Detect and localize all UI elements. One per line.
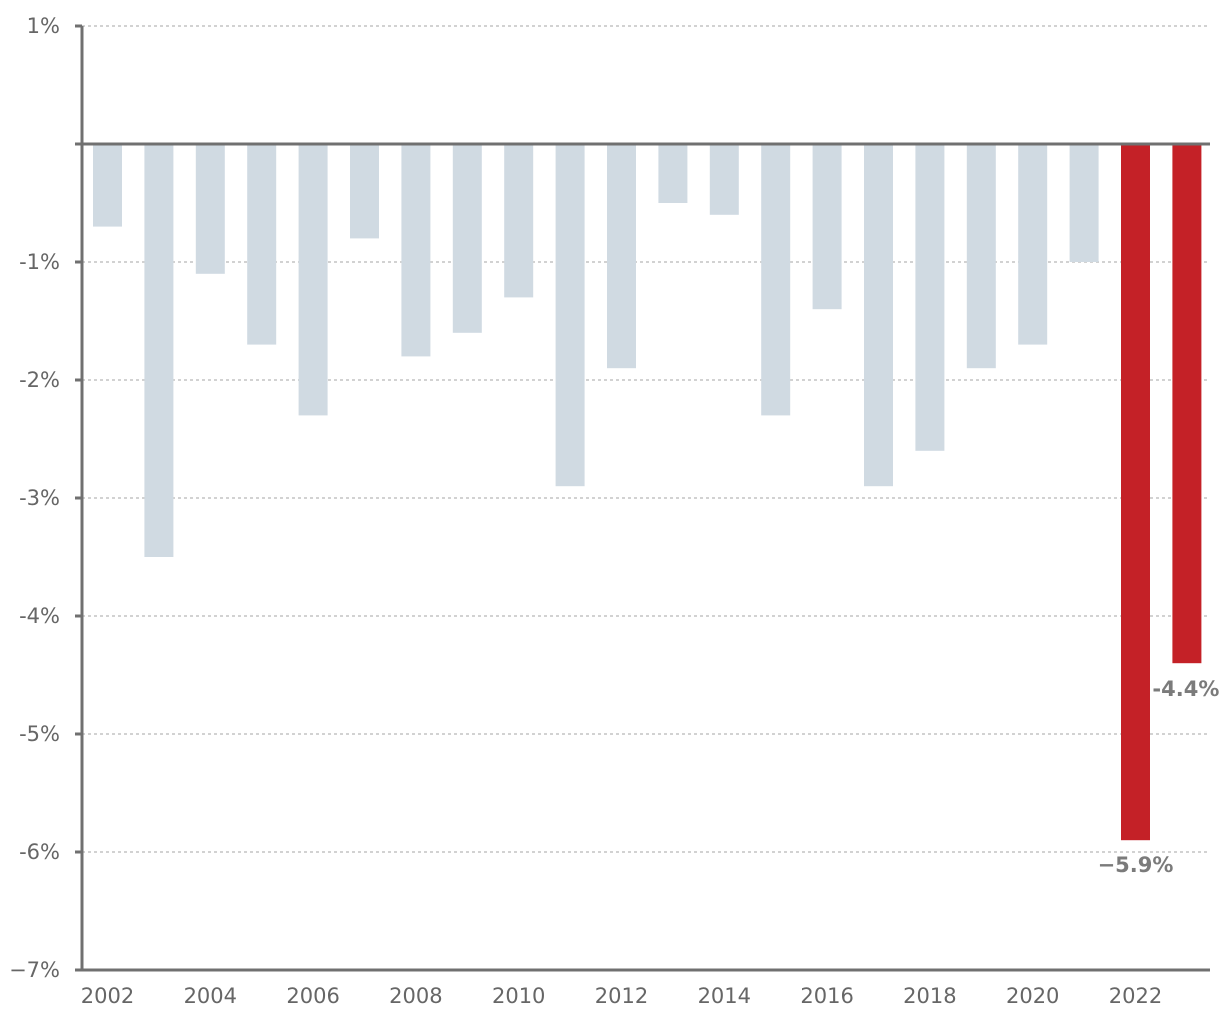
bar-2012 — [607, 144, 636, 369]
y-tick-label: -2% — [19, 368, 60, 392]
bar-2006 — [298, 144, 328, 416]
y-tick-label: -4% — [19, 604, 60, 628]
bar-2004 — [195, 144, 225, 274]
x-tick-label: 2012 — [595, 984, 648, 1008]
x-tick-label: 2006 — [286, 984, 339, 1008]
bar-2015 — [761, 144, 791, 416]
axes — [75, 24, 1210, 972]
bar-2010 — [504, 144, 534, 298]
x-tick-label: 2002 — [81, 984, 134, 1008]
bar-2023 — [1172, 144, 1202, 664]
bar-2005 — [247, 144, 277, 345]
bar-2019 — [966, 144, 996, 369]
bar-2007 — [350, 144, 379, 239]
x-tick-label: 2008 — [389, 984, 442, 1008]
x-tick-labels: 2002 2004 2006 2008 2010 2012 2014 2016 2018 2020… — [81, 984, 1162, 1008]
data-labels: −5.9% -4.4% — [1098, 677, 1220, 877]
bar-2011 — [555, 144, 585, 487]
bar-2008 — [401, 144, 431, 357]
bars — [93, 144, 1202, 841]
bar-2021 — [1069, 144, 1099, 262]
y-tick-label: 1% — [27, 14, 60, 38]
y-tick-label: -5% — [19, 722, 60, 746]
y-tick-labels: 1% -1% -2% -3% -4% -5% -6% −7% — [9, 14, 60, 982]
bar-2009 — [452, 144, 482, 333]
bar-2020 — [1018, 144, 1048, 345]
x-tick-label: 2010 — [492, 984, 545, 1008]
x-tick-label: 2016 — [800, 984, 853, 1008]
y-tick-label: -6% — [19, 840, 60, 864]
data-label-2023: -4.4% — [1152, 677, 1219, 701]
bar-2016 — [812, 144, 842, 310]
x-tick-label: 2018 — [903, 984, 956, 1008]
bar-2022 — [1121, 144, 1150, 841]
bar-2017 — [864, 144, 893, 487]
y-tick-label: -1% — [19, 250, 60, 274]
y-tick-label: -3% — [19, 486, 60, 510]
bar-2003 — [144, 144, 174, 557]
y-tick-label: −7% — [9, 958, 60, 982]
x-tick-label: 2014 — [698, 984, 751, 1008]
data-label-2022: −5.9% — [1098, 853, 1174, 877]
x-tick-label: 2022 — [1109, 984, 1162, 1008]
x-tick-label: 2020 — [1006, 984, 1059, 1008]
bar-2002 — [93, 144, 122, 227]
x-tick-label: 2004 — [184, 984, 237, 1008]
bar-2014 — [709, 144, 739, 215]
bar-2018 — [915, 144, 945, 451]
bar-2013 — [658, 144, 688, 203]
